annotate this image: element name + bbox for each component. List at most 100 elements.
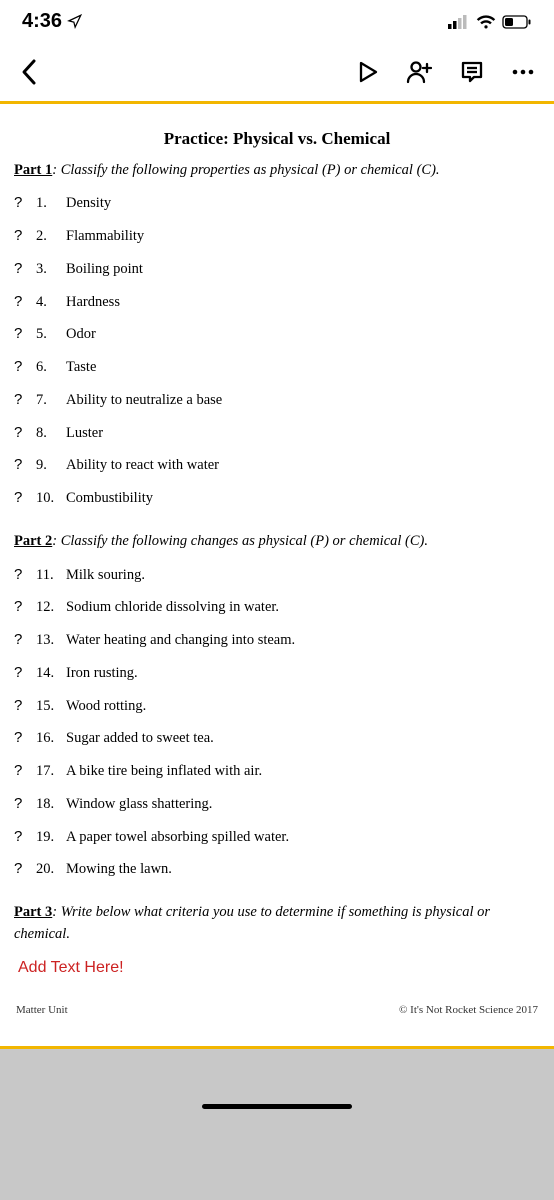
battery-icon (502, 15, 532, 29)
question-text: Mowing the lawn. (66, 859, 172, 881)
question-item: ? 11. Milk souring. (14, 559, 540, 592)
question-item: ?12.Sodium chloride dissolving in water. (14, 591, 540, 624)
question-item: ?8.Luster (14, 417, 540, 450)
answer-blank[interactable]: ? (14, 422, 28, 445)
part2-label: Part 2 (14, 533, 52, 549)
answer-blank[interactable]: ? (14, 793, 28, 816)
question-number: 17. (36, 761, 58, 783)
question-item: ? 7. Ability to neutralize a base (14, 384, 540, 417)
question-number: 19. (36, 827, 58, 849)
part1-label: Part 1 (14, 162, 52, 178)
status-bar: 4:36 (0, 0, 554, 39)
home-indicator[interactable] (202, 1104, 352, 1109)
part3-heading: Part 3: Write below what criteria you us… (14, 902, 540, 946)
question-item: ?1.Density (14, 187, 540, 220)
person-add-icon (406, 60, 432, 84)
location-icon (67, 14, 82, 29)
answer-blank[interactable]: ? (14, 564, 28, 587)
answer-blank[interactable]: ? (14, 291, 28, 314)
question-number: 6. (36, 357, 58, 379)
question-text: Ability to neutralize a base (66, 390, 222, 412)
question-item: ? 6. Taste (14, 351, 540, 384)
part3-answer-field[interactable]: Add Text Here! (14, 952, 540, 998)
answer-blank[interactable]: ? (14, 727, 28, 750)
part3-label: Part 3 (14, 904, 52, 920)
part1-heading: Part 1: Classify the following propertie… (14, 160, 540, 182)
play-button[interactable] (358, 61, 378, 83)
question-item: ? 10. Combustibility (14, 482, 540, 515)
answer-blank[interactable]: ? (14, 596, 28, 619)
question-text: Taste (66, 357, 96, 379)
part2-heading: Part 2: Classify the following changes a… (14, 531, 540, 553)
question-item: ?16.Sugar added to sweet tea. (14, 722, 540, 755)
answer-blank[interactable]: ? (14, 389, 28, 412)
question-item: ?4.Hardness (14, 286, 540, 319)
answer-blank[interactable]: ? (14, 487, 28, 510)
question-item: ? 14. Iron rusting. (14, 657, 540, 690)
answer-blank[interactable]: ? (14, 826, 28, 849)
question-number: 12. (36, 597, 58, 619)
question-text: Wood rotting. (66, 696, 146, 718)
answer-blank[interactable]: ? (14, 454, 28, 477)
question-number: 7. (36, 390, 58, 412)
question-text: Combustibility (66, 488, 153, 510)
answer-blank[interactable]: ? (14, 192, 28, 215)
question-item: ? 3. Boiling point (14, 253, 540, 286)
part2-list: ?11.Milk souring.?12.Sodium chloride dis… (14, 559, 540, 887)
question-item: ? 15. Wood rotting. (14, 690, 540, 723)
question-number: 20. (36, 859, 58, 881)
question-text: Ability to react with water (66, 455, 219, 477)
question-number: 8. (36, 423, 58, 445)
chevron-left-icon (20, 57, 38, 87)
question-number: 2. (36, 226, 58, 248)
answer-blank[interactable]: ? (14, 629, 28, 652)
question-text: Flammability (66, 226, 144, 248)
more-button[interactable] (512, 69, 534, 75)
question-text: A bike tire being inflated with air. (66, 761, 262, 783)
answer-blank[interactable]: ? (14, 858, 28, 881)
question-text: Boiling point (66, 259, 143, 281)
question-text: Iron rusting. (66, 663, 138, 685)
answer-blank[interactable]: ? (14, 760, 28, 783)
add-person-button[interactable] (406, 60, 432, 84)
question-number: 16. (36, 728, 58, 750)
question-item: ? 17. A bike tire being inflated with air. (14, 755, 540, 788)
answer-blank[interactable]: ? (14, 662, 28, 685)
wifi-icon (476, 15, 496, 29)
question-item: ? 18. Window glass shattering. (14, 788, 540, 821)
part3-instruction: : Write below what criteria you use to d… (14, 904, 490, 942)
footer-right: © It's Not Rocket Science 2017 (399, 1002, 538, 1019)
question-number: 18. (36, 794, 58, 816)
question-number: 11. (36, 565, 58, 587)
question-number: 14. (36, 663, 58, 685)
question-number: 9. (36, 455, 58, 477)
answer-blank[interactable]: ? (14, 695, 28, 718)
answer-blank[interactable]: ? (14, 225, 28, 248)
question-number: 10. (36, 488, 58, 510)
document-title: Practice: Physical vs. Chemical (14, 126, 540, 152)
question-text: Milk souring. (66, 565, 145, 587)
document-body: Practice: Physical vs. Chemical Part 1: … (0, 104, 554, 1046)
question-item: ? 5. Odor (14, 318, 540, 351)
question-number: 3. (36, 259, 58, 281)
comments-icon (460, 60, 484, 84)
signal-icon (448, 15, 470, 29)
question-item: ? 9. Ability to react with water (14, 449, 540, 482)
answer-blank[interactable]: ? (14, 356, 28, 379)
document-footer: Matter Unit © It's Not Rocket Science 20… (14, 998, 540, 1037)
answer-blank[interactable]: ? (14, 323, 28, 346)
question-number: 13. (36, 630, 58, 652)
question-item: ? 2. Flammability (14, 220, 540, 253)
answer-blank[interactable]: ? (14, 258, 28, 281)
comments-button[interactable] (460, 60, 484, 84)
question-number: 15. (36, 696, 58, 718)
part1-list: ?1.Density? 2. Flammability? 3. Boiling poin… (14, 187, 540, 515)
part1-instruction: : Classify the following properties as p… (52, 162, 439, 178)
status-time: 4:36 (22, 10, 62, 33)
question-number: 4. (36, 292, 58, 314)
footer-left: Matter Unit (16, 1002, 68, 1019)
question-text: Odor (66, 324, 96, 346)
question-text: Window glass shattering. (66, 794, 212, 816)
back-button[interactable] (20, 57, 38, 87)
question-number: 5. (36, 324, 58, 346)
